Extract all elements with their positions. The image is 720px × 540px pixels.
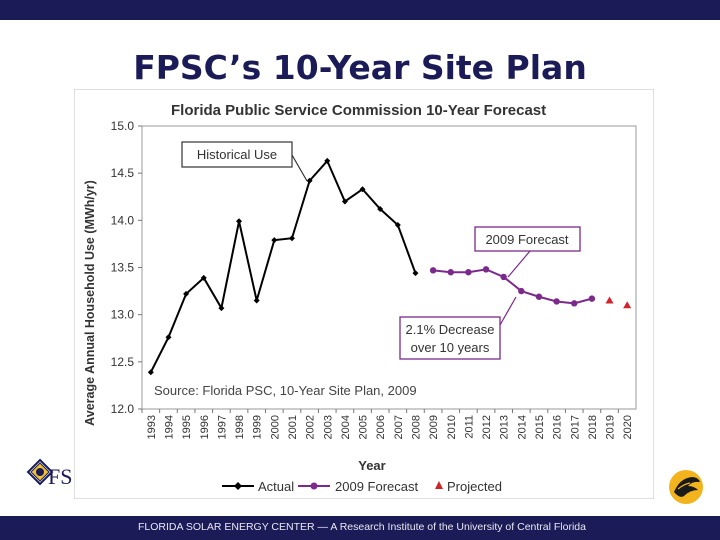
legend-label-actual: Actual xyxy=(258,479,294,494)
forecast-point xyxy=(447,269,454,276)
forecast-point xyxy=(588,295,596,302)
x-tick-label: 2010 xyxy=(446,415,458,439)
legend-item-projected: Projected xyxy=(435,479,502,494)
chart-legend: Actual 2009 Forecast Projected xyxy=(222,479,502,494)
top-banner xyxy=(0,0,720,20)
forecast-point xyxy=(465,269,472,276)
x-tick-label: 1999 xyxy=(252,415,264,439)
actual-point xyxy=(200,274,207,281)
actual-point xyxy=(359,186,366,193)
x-tick-label: 2012 xyxy=(481,415,493,439)
x-tick-label: 2008 xyxy=(410,415,422,439)
svg-text:2009 Forecast: 2009 Forecast xyxy=(485,232,568,247)
x-tick-label: 2000 xyxy=(269,415,281,439)
x-tick-label: 2014 xyxy=(516,415,528,439)
x-tick-label: 1997 xyxy=(216,415,228,439)
actual-point xyxy=(377,206,384,213)
svg-text:2.1% Decrease: 2.1% Decrease xyxy=(406,322,495,337)
y-tick-label: 13.5 xyxy=(111,261,135,275)
x-tick-label: 1998 xyxy=(234,415,246,439)
y-tick-label: 14.0 xyxy=(111,213,135,227)
source-note: Source: Florida PSC, 10-Year Site Plan, … xyxy=(154,383,417,398)
actual-point xyxy=(394,222,401,229)
forecast-point xyxy=(429,267,437,274)
chart-title: Florida Public Service Commission 10-Yea… xyxy=(171,102,546,119)
x-tick-label: 2003 xyxy=(322,415,334,439)
decrease-callout: 2.1% Decrease over 10 years xyxy=(399,296,517,360)
forecast-point xyxy=(535,293,543,300)
actual-point xyxy=(253,297,260,304)
projected-point xyxy=(605,296,614,304)
x-tick-label: 2013 xyxy=(499,415,511,439)
series-line-2009-forecast xyxy=(433,268,593,305)
actual-point xyxy=(324,157,331,164)
y-tick-label: 15.0 xyxy=(111,119,135,133)
x-tick-label: 1993 xyxy=(146,415,158,439)
legend-label-forecast: 2009 Forecast xyxy=(335,479,418,494)
x-axis-label: Year xyxy=(358,458,385,473)
x-tick-label: 2016 xyxy=(552,415,564,439)
slide-title: FPSC’s 10-Year Site Plan xyxy=(133,48,587,87)
forecast-point xyxy=(500,273,507,281)
legend-label-projected: Projected xyxy=(447,479,502,494)
actual-point xyxy=(306,177,313,184)
forecast-point xyxy=(571,300,578,307)
forecast-point xyxy=(553,298,560,305)
y-tick-label: 14.5 xyxy=(111,166,135,180)
series-line-actual xyxy=(149,159,417,373)
forecast-point xyxy=(482,266,490,273)
x-tick-label: 2006 xyxy=(375,415,387,439)
actual-point xyxy=(341,198,348,205)
x-tick-label: 2015 xyxy=(534,415,546,439)
actual-point xyxy=(147,369,154,376)
y-tick-label: 12.5 xyxy=(111,355,135,369)
forecast-chart: Florida Public Service Commission 10-Yea… xyxy=(74,89,654,499)
x-tick-label: 1996 xyxy=(199,415,211,439)
x-tick-label: 2001 xyxy=(287,415,299,439)
svg-text:Historical Use: Historical Use xyxy=(197,147,277,162)
historical-use-callout: Historical Use xyxy=(181,141,308,182)
forecast-point xyxy=(518,287,525,295)
actual-point xyxy=(271,237,278,244)
x-tick-label: 2020 xyxy=(622,415,634,439)
svg-text:FS: FS xyxy=(48,464,72,489)
actual-point xyxy=(236,218,243,225)
actual-point xyxy=(412,270,419,277)
x-tick-label: 2005 xyxy=(358,415,370,439)
x-tick-label: 1995 xyxy=(181,415,193,439)
actual-point xyxy=(165,334,172,341)
x-tick-label: 2009 xyxy=(428,415,440,439)
x-tick-label: 2011 xyxy=(463,415,475,439)
actual-point xyxy=(288,235,295,242)
bottom-banner xyxy=(0,516,720,540)
x-tick-label: 2004 xyxy=(340,415,352,439)
svg-text:over 10 years: over 10 years xyxy=(411,340,490,355)
y-tick-label: 13.0 xyxy=(111,308,135,322)
y-axis-label: Average Annual Household Use (MWh/yr) xyxy=(83,180,97,426)
x-tick-label: 2018 xyxy=(587,415,599,439)
x-tick-label: 1994 xyxy=(163,415,175,439)
plot-area xyxy=(141,125,637,410)
projected-point xyxy=(623,301,632,309)
forecast-callout: 2009 Forecast xyxy=(474,226,581,278)
x-tick-label: 2017 xyxy=(569,415,581,439)
legend-item-forecast: 2009 Forecast xyxy=(298,479,418,494)
y-tick-label: 12.0 xyxy=(111,402,135,416)
x-tick-label: 2002 xyxy=(305,415,317,439)
footer-text: FLORIDA SOLAR ENERGY CENTER — A Research… xyxy=(138,521,586,533)
legend-item-actual: Actual xyxy=(222,479,294,494)
x-tick-label: 2007 xyxy=(393,415,405,439)
fsec-logo-icon: FS xyxy=(26,458,72,489)
actual-point xyxy=(218,305,225,312)
x-tick-label: 2019 xyxy=(605,415,617,439)
actual-point xyxy=(183,290,190,297)
ucf-pegasus-logo-icon xyxy=(669,470,703,504)
